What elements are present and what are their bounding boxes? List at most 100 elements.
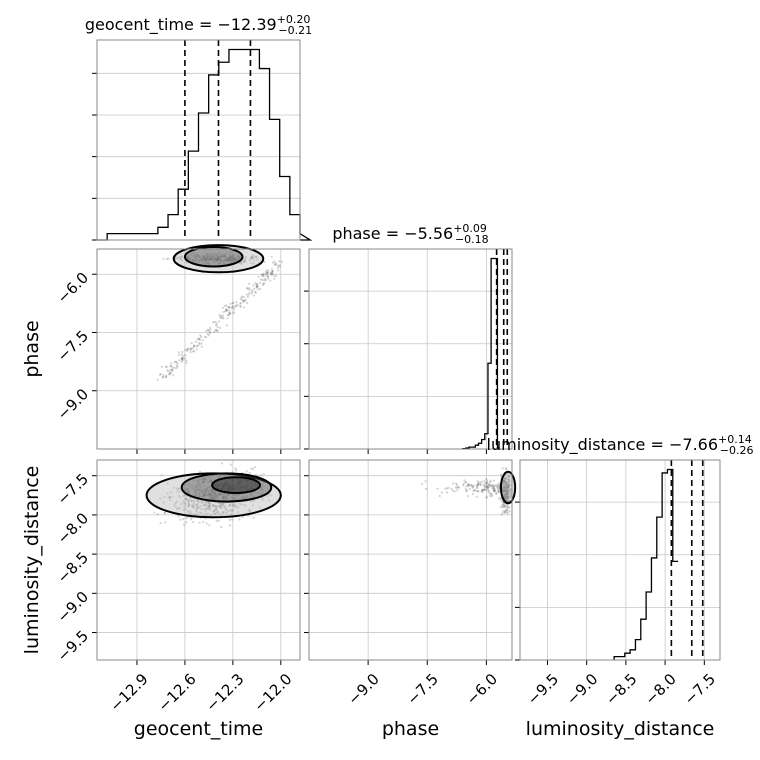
geocent-phase-sample-point [217, 256, 220, 259]
geocent-phase-sample-point [254, 256, 257, 259]
geocent-lumdist-sample-point [240, 496, 243, 499]
geocent-phase-ytick-label-2: −9.0 [54, 385, 92, 423]
geocent-phase-sample-point [222, 255, 225, 258]
phase-lumdist-sample-point [484, 488, 487, 492]
geocent-lumdist-sample-point [202, 514, 205, 517]
geocent-phase-sample-point [223, 304, 227, 307]
phase-lumdist-sample-point [489, 483, 492, 487]
geocent-phase-sample-point [229, 312, 232, 315]
phase-lumdist-sample-point [492, 486, 495, 490]
phase-lumdist-sample-point [499, 499, 503, 502]
phase-lumdist-sample-point [503, 510, 507, 514]
phase-lumdist-sample-point [506, 506, 509, 510]
geocent-lumdist-sample-point [185, 488, 188, 491]
phase-lumdist-sample-point [505, 495, 508, 498]
geocent-phase-sample-point [215, 329, 218, 332]
geocent-lumdist-sample-point [178, 507, 181, 510]
geocent-lumdist-sample-point [201, 477, 204, 481]
geocent-phase-sample-point [223, 263, 226, 266]
phase-lumdist-sample-point [483, 484, 487, 487]
geocent-lumdist-sample-point [230, 479, 234, 482]
geocent-lumdist-sample-point [202, 507, 205, 510]
geocent-lumdist-sample-point [209, 506, 212, 509]
geocent-phase-sample-point [260, 274, 263, 277]
geocent-lumdist-sample-point [220, 492, 224, 496]
phase-lumdist-sample-point [475, 486, 478, 489]
geocent-phase-sample-point [230, 255, 233, 258]
geocent-phase-sample-point [179, 257, 183, 260]
geocent-lumdist-sample-point [207, 502, 210, 505]
geocent-lumdist-sample-point [163, 495, 166, 499]
geocent-phase-sample-point [196, 344, 199, 347]
geocent-phase-sample-point [237, 255, 240, 258]
geocent-phase-sample-point [264, 277, 267, 280]
geocent-phase-sample-point [266, 271, 269, 275]
geocent-phase-sample-point [190, 342, 193, 345]
phase-lumdist-sample-point [507, 492, 510, 495]
phase-lumdist-sample-point [447, 486, 450, 489]
geocent-lumdist-sample-point [198, 478, 201, 482]
geocent-lumdist-sample-point [249, 491, 253, 495]
geocent-phase-sample-point [166, 369, 169, 372]
phase-lumdist-sample-point [467, 483, 470, 486]
geocent-phase-sample-point [219, 255, 222, 258]
phase-lumdist-sample-point [504, 495, 507, 498]
phase-lumdist-sample-point [476, 484, 479, 487]
geocent-time-hist-frame [96, 39, 301, 241]
geocent-lumdist-sample-point [207, 476, 210, 479]
geocent-phase-sample-point [244, 260, 247, 263]
phase-lumdist-sample-point [506, 486, 510, 489]
phase-lumdist-sample-point [489, 479, 492, 483]
phase-lumdist-sample-point [505, 487, 509, 490]
luminosity-distance-hist-xtick-label-4: −7.5 [681, 670, 719, 708]
geocent-phase-sample-point [278, 264, 281, 267]
geocent-lumdist-sample-point [230, 508, 233, 512]
geocent-phase-sample-point [222, 317, 225, 320]
phase-lumdist-sample-point [503, 506, 506, 509]
geocent-phase-sample-point [219, 254, 223, 257]
geocent-phase-sample-point [215, 257, 218, 260]
geocent-lumdist-sample-point [248, 471, 251, 474]
geocent-lumdist-sample-point [202, 477, 206, 481]
geocent-phase-sample-point [228, 306, 231, 309]
geocent-lumdist-sample-point [220, 503, 223, 506]
geocent-phase-sample-point [205, 257, 208, 260]
geocent-lumdist-sample-point [198, 482, 201, 486]
geocent-lumdist-sample-point [209, 494, 213, 498]
geocent-lumdist-sample-point [207, 480, 210, 483]
geocent-lumdist-sample-point [228, 524, 232, 527]
phase-lumdist-sample-point [502, 489, 505, 493]
geocent-lumdist-sample-point [204, 508, 207, 511]
geocent-lumdist-sample-point [207, 505, 211, 509]
phase-lumdist-sample-point [486, 485, 490, 488]
phase-lumdist-sample-point [505, 498, 508, 501]
geocent-phase-sample-point [232, 307, 235, 311]
phase-lumdist-sample-point [490, 484, 494, 487]
phase-lumdist-sample-point [507, 482, 510, 485]
geocent-time-hist-hist-steps [97, 48, 313, 241]
geocent-phase-sample-point [199, 334, 202, 337]
geocent-phase-sample-point [168, 373, 171, 376]
geocent-phase-sample-point [219, 259, 223, 262]
phase-lumdist-sample-point [505, 495, 508, 498]
geocent-phase-sample-point [235, 305, 238, 308]
phase-lumdist-sample-point [463, 479, 466, 482]
geocent-phase-sample-point [245, 286, 249, 290]
geocent-phase-sample-point [212, 258, 215, 261]
geocent-lumdist-sample-point [224, 496, 228, 499]
geocent-phase-sample-point [244, 298, 248, 301]
phase-lumdist-sample-point [445, 491, 449, 494]
geocent-lumdist-sample-point [195, 484, 198, 487]
geocent-lumdist-sample-point [217, 485, 220, 488]
phase-lumdist-sample-point [503, 479, 506, 482]
geocent-phase-sample-point [192, 344, 196, 347]
phase-lumdist-sample-point [476, 480, 479, 483]
geocent-phase-sample-point [225, 258, 228, 261]
geocent-lumdist-sample-point [207, 501, 210, 504]
geocent-phase-sample-point [203, 259, 207, 263]
geocent-lumdist-sample-point [178, 487, 181, 490]
geocent-lumdist-sample-point [197, 501, 200, 504]
geocent-phase-sample-point [227, 258, 230, 261]
geocent-lumdist-sample-point [197, 488, 200, 491]
geocent-lumdist-sample-point [233, 498, 237, 501]
